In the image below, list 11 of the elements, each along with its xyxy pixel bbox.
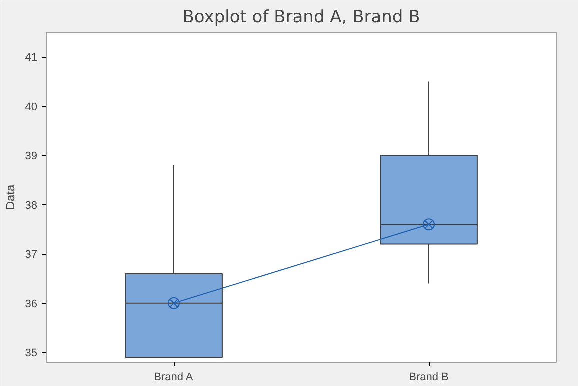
y-tick-label: 38	[25, 200, 38, 212]
y-tick-label: 41	[25, 52, 38, 64]
y-tick-label: 35	[25, 348, 38, 360]
y-tick-label: 37	[25, 249, 38, 262]
x-tick-label: Brand B	[409, 372, 449, 384]
y-tick-label: 39	[25, 150, 38, 163]
chart-title: Boxplot of Brand A, Brand B	[182, 8, 420, 28]
y-tick-label: 36	[25, 298, 38, 310]
x-tick-label: Brand A	[154, 372, 194, 384]
y-tick-label: 40	[25, 101, 38, 114]
y-axis-title: Data	[3, 184, 18, 210]
